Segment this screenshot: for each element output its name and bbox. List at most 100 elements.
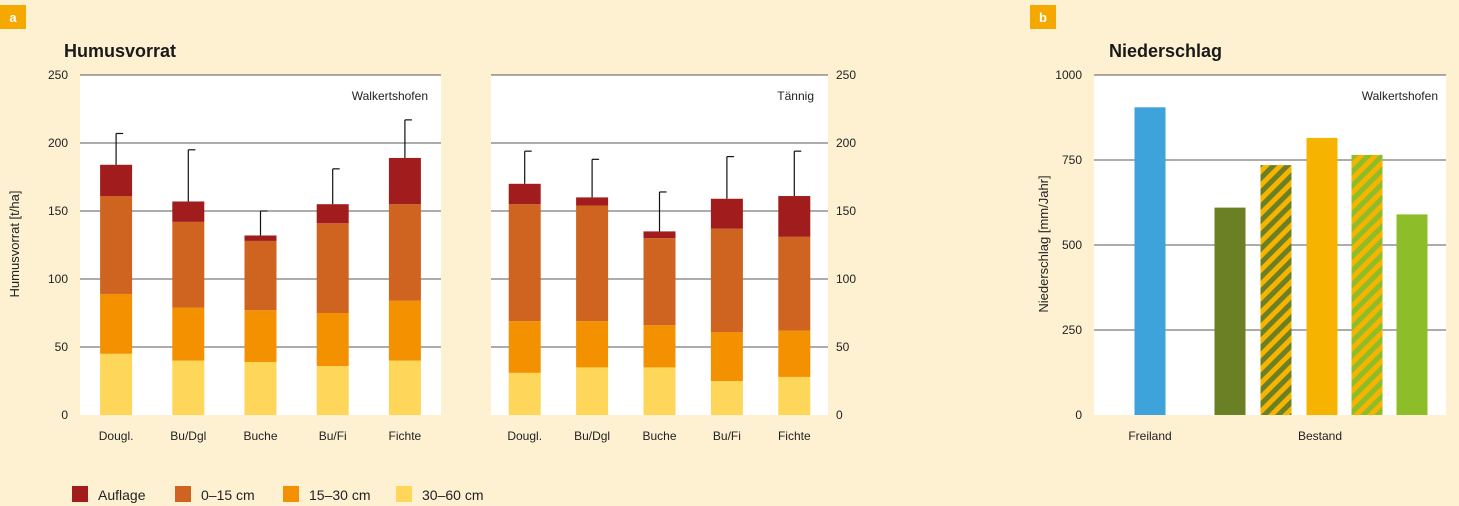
bar-segment-bu-fi-15-30-cm xyxy=(710,332,743,381)
bar-segment-fichte-15-30-cm xyxy=(778,330,811,377)
legend-swatch-15-30 xyxy=(283,486,299,502)
bar-segment-fichte-auflage xyxy=(388,157,421,205)
panel-b-title: Niederschlag xyxy=(1109,41,1222,61)
bar-segment-bu-dgl-30-60-cm xyxy=(576,367,609,415)
site-label-walkertshofen-b: Walkertshofen xyxy=(1362,89,1438,103)
bar-segment-dougl-15-30-cm xyxy=(508,321,541,373)
bar-segment-bu-fi-auflage xyxy=(316,204,349,224)
bar-segment-dougl-auflage xyxy=(100,164,133,197)
x-tick-label-bu-fi: Bu/Fi xyxy=(713,429,741,443)
bar-segment-buche-0-15-cm xyxy=(244,240,277,311)
bar-segment-dougl-30-60-cm xyxy=(508,372,541,415)
x-tick-label-bu-dgl: Bu/Dgl xyxy=(574,429,610,443)
y-tick-label: 0 xyxy=(1075,408,1082,422)
bar-segment-fichte-15-30-cm xyxy=(388,300,421,361)
bar-segment-fichte-30-60-cm xyxy=(388,360,421,415)
bar-segment-dougl-30-60-cm xyxy=(100,353,133,415)
panel-a-title: Humusvorrat xyxy=(64,41,176,61)
y-tick-label: 0 xyxy=(836,408,843,422)
x-tick-label-bu-fi: Bu/Fi xyxy=(319,429,347,443)
precip-bar-1 xyxy=(1134,107,1166,416)
y-tick-label: 50 xyxy=(55,340,69,354)
bar-segment-dougl-0-15-cm xyxy=(100,196,133,294)
x-tick-label-fichte: Fichte xyxy=(778,429,811,443)
panel-a-badge-label: a xyxy=(9,10,17,25)
panel-a-ylabel: Humusvorrat [t/ha] xyxy=(7,191,22,298)
panel-b-ylabel: Niederschlag [mm/Jahr] xyxy=(1036,175,1051,312)
bar-segment-fichte-0-15-cm xyxy=(388,204,421,301)
x-tick-label-buche: Buche xyxy=(642,429,676,443)
legend: Auflage 0–15 cm 15–30 cm 30–60 cm xyxy=(72,486,483,503)
bar-segment-buche-30-60-cm xyxy=(244,361,277,415)
bar-segment-buche-0-15-cm xyxy=(643,238,676,326)
bar-segment-buche-15-30-cm xyxy=(244,310,277,362)
panel-a-badge xyxy=(0,5,26,29)
precip-bar-2 xyxy=(1214,207,1246,415)
y-tick-label: 100 xyxy=(836,272,856,286)
precip-bar-6 xyxy=(1396,214,1428,415)
y-tick-label: 250 xyxy=(48,68,68,82)
y-tick-label: 200 xyxy=(836,136,856,150)
x-tick-label-dougl: Dougl. xyxy=(507,429,542,443)
y-tick-label: 150 xyxy=(48,204,68,218)
panel-b-badge-label: b xyxy=(1039,10,1047,25)
y-tick-label: 50 xyxy=(836,340,850,354)
precip-bar-4 xyxy=(1306,137,1338,415)
bar-segment-bu-dgl-0-15-cm xyxy=(172,221,205,308)
legend-label-30-60: 30–60 cm xyxy=(422,487,483,503)
precip-bar-3 xyxy=(1260,165,1292,415)
bar-segment-bu-dgl-0-15-cm xyxy=(576,205,609,322)
ticks-layer: 0 50 100 150 200 250 Dougl. Bu/Dgl Buche Bu/Fi Fic… xyxy=(48,68,1082,443)
precip-bar-5 xyxy=(1351,154,1383,415)
bar-segment-bu-dgl-auflage xyxy=(576,197,609,206)
y-tick-label: 100 xyxy=(48,272,68,286)
bar-segment-buche-auflage xyxy=(244,235,277,241)
bar-segment-bu-dgl-auflage xyxy=(172,201,205,222)
bar-segment-bu-dgl-30-60-cm xyxy=(172,360,205,415)
bars-layer xyxy=(100,107,1428,416)
x-tick-label-bu-dgl: Bu/Dgl xyxy=(170,429,206,443)
bar-segment-bu-fi-30-60-cm xyxy=(710,381,743,415)
bar-segment-bu-dgl-15-30-cm xyxy=(172,307,205,361)
bar-segment-bu-fi-15-30-cm xyxy=(316,313,349,367)
x-tick-label-fichte: Fichte xyxy=(389,429,422,443)
bar-segment-dougl-0-15-cm xyxy=(508,204,541,322)
y-tick-label: 750 xyxy=(1062,153,1082,167)
bar-segment-bu-fi-30-60-cm xyxy=(316,366,349,415)
legend-label-15-30: 15–30 cm xyxy=(309,487,370,503)
bar-segment-fichte-auflage xyxy=(778,196,811,237)
bar-segment-buche-30-60-cm xyxy=(643,367,676,415)
site-label-taennig: Tännig xyxy=(777,89,814,103)
y-tick-label: 150 xyxy=(836,204,856,218)
panel-b-badge xyxy=(1030,5,1056,29)
bar-segment-buche-auflage xyxy=(643,231,676,239)
legend-label-0-15: 0–15 cm xyxy=(201,487,255,503)
bar-segment-dougl-15-30-cm xyxy=(100,293,133,354)
bar-segment-bu-fi-0-15-cm xyxy=(710,228,743,333)
bar-segment-bu-fi-0-15-cm xyxy=(316,223,349,313)
group-label-bestand: Bestand xyxy=(1298,429,1342,443)
legend-swatch-0-15 xyxy=(175,486,191,502)
bar-segment-buche-15-30-cm xyxy=(643,325,676,368)
y-tick-label: 0 xyxy=(61,408,68,422)
y-tick-label: 500 xyxy=(1062,238,1082,252)
y-tick-label: 1000 xyxy=(1055,68,1082,82)
bar-segment-bu-fi-auflage xyxy=(710,198,743,229)
legend-label-auflage: Auflage xyxy=(98,487,146,503)
bar-segment-fichte-0-15-cm xyxy=(778,236,811,331)
y-tick-label: 250 xyxy=(1062,323,1082,337)
panel-a-gap xyxy=(441,75,491,415)
legend-swatch-30-60 xyxy=(396,486,412,502)
y-tick-label: 200 xyxy=(48,136,68,150)
site-label-walkertshofen-a: Walkertshofen xyxy=(352,89,428,103)
group-label-freiland: Freiland xyxy=(1128,429,1171,443)
legend-swatch-auflage xyxy=(72,486,88,502)
bar-segment-dougl-auflage xyxy=(508,183,541,205)
bar-segment-fichte-30-60-cm xyxy=(778,376,811,415)
x-tick-label-buche: Buche xyxy=(243,429,277,443)
bar-segment-bu-dgl-15-30-cm xyxy=(576,321,609,368)
x-tick-label-dougl: Dougl. xyxy=(99,429,134,443)
y-tick-label: 250 xyxy=(836,68,856,82)
